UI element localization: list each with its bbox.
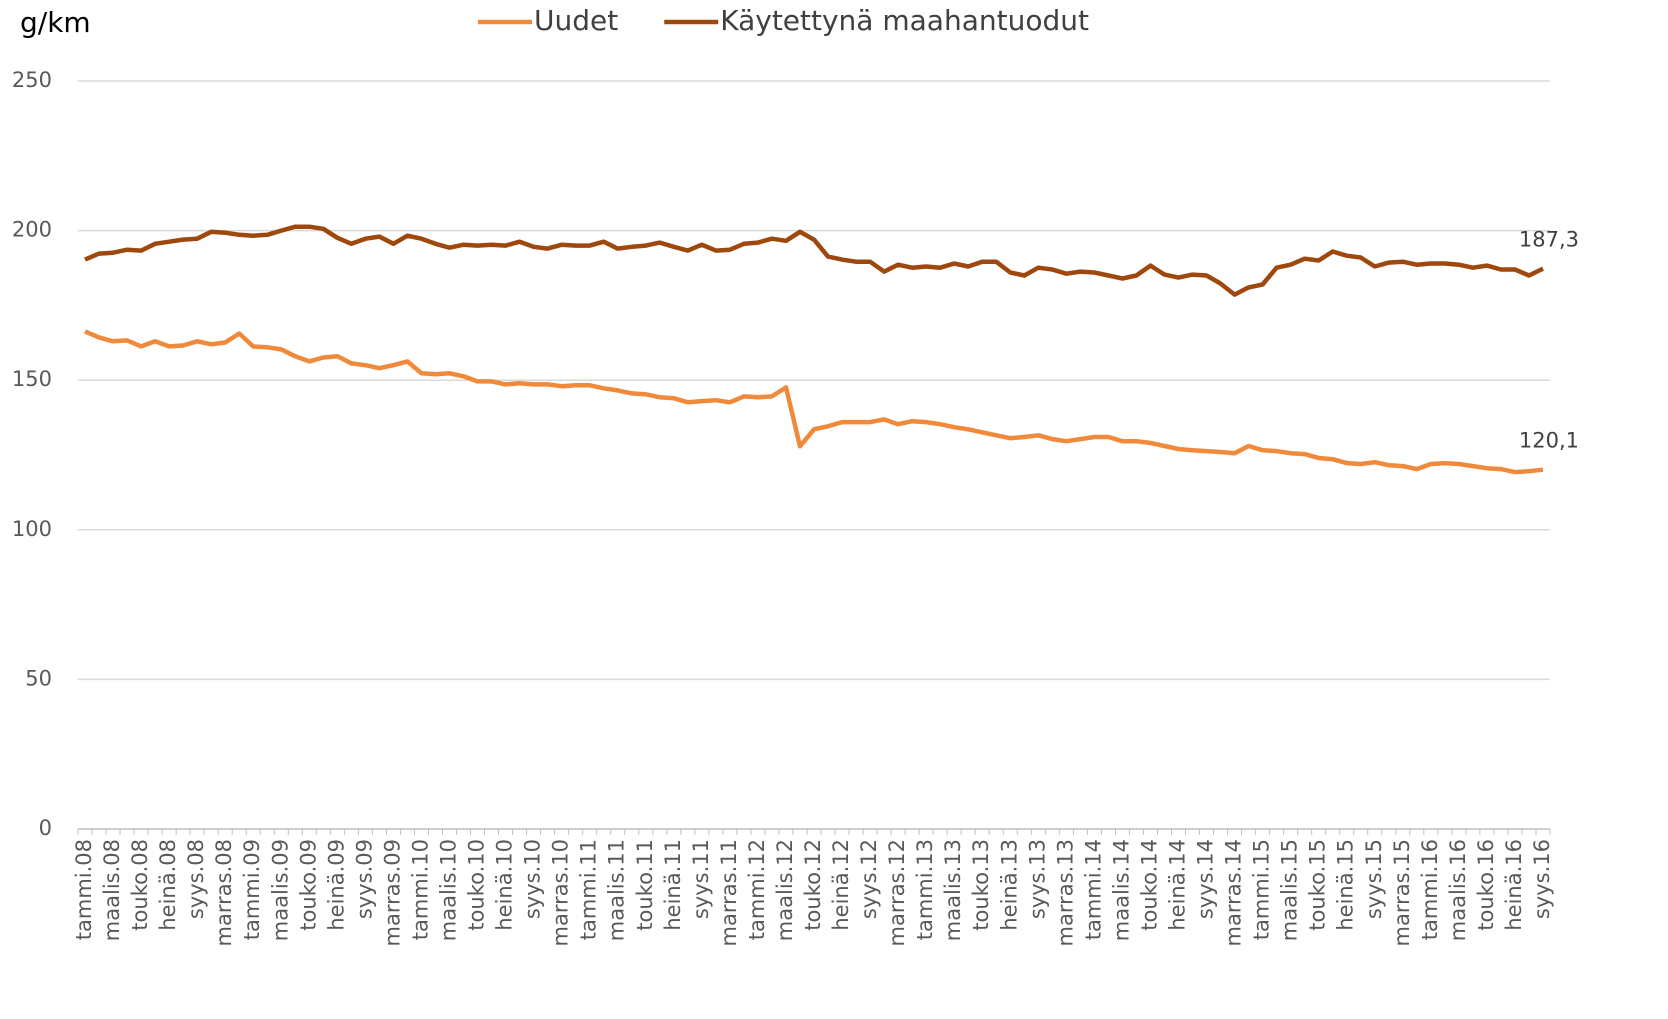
- y-tick-label: 0: [39, 816, 52, 840]
- x-tick-label: touko.08: [128, 839, 152, 931]
- x-tick-label: marras.15: [1390, 839, 1414, 946]
- x-tick-label: marras.10: [549, 839, 573, 946]
- x-tick-label: syys.14: [1194, 839, 1218, 919]
- data-label: 187,3: [1519, 228, 1579, 252]
- x-tick-label: marras.08: [212, 839, 236, 946]
- x-tick-label: touko.12: [801, 839, 825, 931]
- x-tick-label: heinä.09: [324, 839, 348, 931]
- y-tick-label: 250: [12, 68, 52, 92]
- x-tick-label: maalis.08: [100, 839, 124, 941]
- y-tick-label: 100: [12, 517, 52, 541]
- x-tick-label: tammi.11: [577, 839, 601, 940]
- x-tick-label: heinä.11: [661, 839, 685, 931]
- x-tick-label: heinä.13: [997, 839, 1021, 931]
- x-tick-label: touko.15: [1306, 839, 1330, 931]
- x-tick-label: maalis.09: [268, 839, 292, 941]
- x-tick-label: maalis.16: [1446, 839, 1470, 941]
- x-tick-label: tammi.12: [745, 839, 769, 940]
- x-tick-label: marras.13: [1053, 839, 1077, 946]
- y-tick-label: 200: [12, 218, 52, 242]
- x-tick-label: tammi.15: [1250, 839, 1274, 940]
- legend-label: Uudet: [534, 4, 618, 37]
- x-tick-label: marras.12: [885, 839, 909, 946]
- x-tick-label: syys.11: [689, 839, 713, 919]
- x-tick-label: heinä.10: [493, 839, 517, 931]
- x-tick-label: tammi.16: [1418, 839, 1442, 940]
- y-axis-label: g/km: [20, 6, 91, 39]
- x-tick-label: touko.09: [296, 839, 320, 931]
- x-tick-label: marras.14: [1222, 839, 1246, 946]
- x-tick-label: touko.13: [969, 839, 993, 931]
- x-tick-label: tammi.08: [72, 839, 96, 940]
- x-tick-label: syys.16: [1530, 839, 1554, 919]
- legend-label: Käytettynä maahantuodut: [720, 4, 1089, 37]
- x-tick-label: heinä.15: [1334, 839, 1358, 931]
- data-label: 120,1: [1519, 429, 1579, 453]
- x-tick-label: touko.10: [465, 839, 489, 931]
- x-tick-label: maalis.10: [437, 839, 461, 941]
- x-tick-label: tammi.14: [1081, 839, 1105, 940]
- x-tick-label: syys.08: [184, 839, 208, 919]
- x-tick-label: syys.15: [1362, 839, 1386, 919]
- x-tick-label: heinä.12: [829, 839, 853, 931]
- x-tick-label: maalis.12: [773, 839, 797, 941]
- x-tick-label: syys.10: [521, 839, 545, 919]
- x-tick-label: heinä.16: [1502, 839, 1526, 931]
- series-line: [84, 329, 1544, 475]
- x-tick-label: heinä.14: [1165, 839, 1189, 931]
- x-tick-label: touko.11: [633, 839, 657, 931]
- x-tick-label: tammi.13: [913, 839, 937, 940]
- x-tick-label: maalis.13: [941, 839, 965, 941]
- x-tick-label: marras.09: [380, 839, 404, 946]
- x-tick-label: maalis.15: [1278, 839, 1302, 941]
- x-tick-label: tammi.10: [408, 839, 432, 940]
- x-tick-label: maalis.14: [1109, 839, 1133, 941]
- series-line: [84, 224, 1544, 297]
- x-tick-label: tammi.09: [240, 839, 264, 940]
- x-tick-label: heinä.08: [156, 839, 180, 931]
- y-tick-label: 150: [12, 367, 52, 391]
- x-tick-label: syys.13: [1025, 839, 1049, 919]
- x-tick-label: touko.16: [1474, 839, 1498, 931]
- x-tick-label: marras.11: [717, 839, 741, 946]
- x-tick-label: maalis.11: [605, 839, 629, 941]
- x-tick-label: syys.12: [857, 839, 881, 919]
- x-tick-label: touko.14: [1137, 839, 1161, 931]
- x-tick-label: syys.09: [352, 839, 376, 919]
- y-tick-label: 50: [25, 666, 52, 690]
